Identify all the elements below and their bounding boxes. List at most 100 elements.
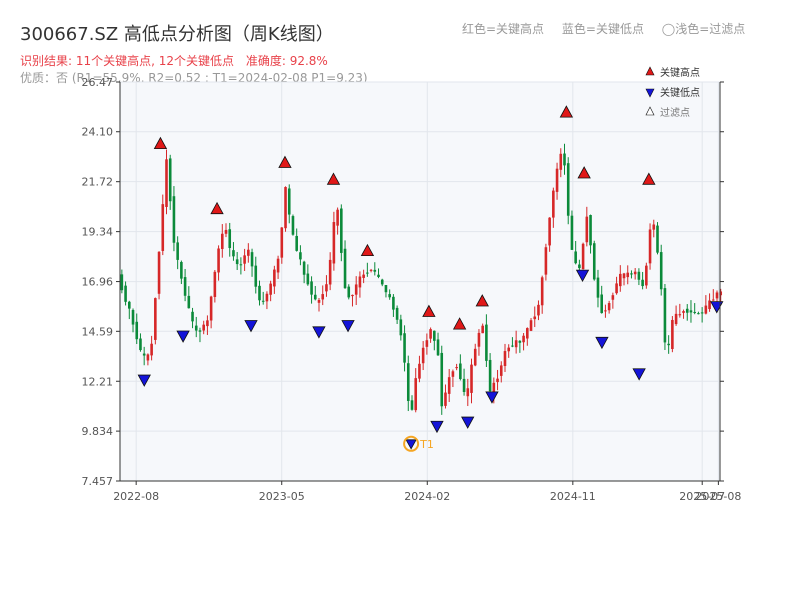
x-tick-label: 2022-08 <box>113 490 159 503</box>
candle-body <box>399 319 403 336</box>
x-tick-label: 2023-05 <box>259 490 305 503</box>
candle-body <box>604 310 607 312</box>
key-high-marker <box>559 105 574 118</box>
candle-body <box>503 351 507 367</box>
candle-body <box>347 286 351 298</box>
candle-body <box>295 235 298 251</box>
candle-body <box>470 364 473 393</box>
candle-body <box>663 288 667 343</box>
key-high-marker <box>577 166 591 179</box>
candle-body <box>362 274 365 278</box>
candle-body <box>548 217 551 246</box>
y-tick-label: 19.34 <box>82 226 114 239</box>
candle-body <box>421 347 425 364</box>
candle-body <box>529 320 533 331</box>
candle-body <box>581 243 585 270</box>
key-high-marker <box>326 172 341 185</box>
candle-body <box>656 225 659 253</box>
candle-body <box>206 320 209 327</box>
candle-body <box>600 294 603 314</box>
candle-body <box>258 285 261 301</box>
candle-body <box>265 293 269 302</box>
candle-body <box>157 251 161 294</box>
legend-filtered-label: 过滤点 <box>660 106 690 119</box>
x-tick-label: 2025-08 <box>695 490 741 503</box>
candle-body <box>269 283 272 295</box>
candle-body <box>280 227 284 258</box>
summary-line: 识别结果: 11个关键高点, 12个关键低点 准确度: 92.8% <box>20 52 336 69</box>
candle-body <box>511 345 514 347</box>
key-low-marker <box>485 391 499 404</box>
candle-body <box>433 330 436 341</box>
candle-body <box>429 329 432 339</box>
candle-body <box>611 295 615 300</box>
t1-ring <box>403 435 420 452</box>
candle-body <box>302 261 306 275</box>
candle-body <box>191 311 194 322</box>
candle-body <box>488 359 492 392</box>
candle-body <box>596 277 600 298</box>
t1-low-marker <box>405 439 417 450</box>
x-tick-label: 2024-11 <box>550 490 596 503</box>
candle-body <box>146 354 150 361</box>
x-tick-label: 2025-07 <box>679 490 725 503</box>
y-tick-label: 21.72 <box>82 176 114 189</box>
candle-body <box>592 243 596 280</box>
candle-body <box>425 340 429 347</box>
candle-body <box>172 196 176 243</box>
candle-body <box>455 367 458 369</box>
candle-body <box>615 283 618 294</box>
candle-body <box>414 378 418 411</box>
candle-body <box>254 265 258 287</box>
candle-body <box>343 248 347 289</box>
candle-body <box>142 353 146 356</box>
candle-body <box>250 252 254 267</box>
candle-body <box>652 224 656 230</box>
legend-high-label: 关键高点 <box>660 66 700 79</box>
header-legend-red: 红色=关键高点 <box>462 22 545 36</box>
markers: T1 <box>137 105 724 452</box>
candle-body <box>626 272 630 278</box>
candle-body <box>180 261 183 279</box>
summary-result: 识别结果: 11个关键高点, 12个关键低点 <box>20 54 235 68</box>
candle-body <box>317 300 321 303</box>
summary-accuracy: 准确度: 92.8% <box>245 54 328 68</box>
candle-body <box>220 233 224 250</box>
candle-body <box>440 352 444 407</box>
candle-body <box>607 303 611 311</box>
candle-body <box>332 222 336 264</box>
candle-body <box>522 335 525 343</box>
candle-body <box>328 259 332 285</box>
candle-body <box>340 208 343 253</box>
candle-body <box>321 294 325 300</box>
candle-body <box>183 277 187 296</box>
candle-body <box>451 371 455 377</box>
candle-body <box>418 363 421 379</box>
legend-low-label: 关键低点 <box>660 86 700 99</box>
y-tick-label: 26.47 <box>82 76 114 89</box>
y-tick-label: 12.21 <box>82 375 114 388</box>
candle-body <box>578 264 581 269</box>
candle-body <box>202 324 205 331</box>
y-tick-label: 14.59 <box>82 325 114 338</box>
candle-body <box>514 340 518 348</box>
candle-body <box>384 284 388 293</box>
candle-body <box>310 281 313 295</box>
candle-body <box>336 209 339 226</box>
candle-body <box>168 158 172 202</box>
candle-body <box>570 215 574 250</box>
candle-body <box>518 340 522 343</box>
candle-body <box>243 255 246 264</box>
candle-body <box>299 252 302 260</box>
axes: 26.47 24.10 21.72 19.34 16.96 14.59 12.21 9.834… <box>82 76 742 503</box>
y-tick-label: 16.96 <box>82 276 114 289</box>
candle-body <box>380 279 384 285</box>
candle-body <box>552 190 555 218</box>
candle-body <box>287 188 291 215</box>
candle-body <box>559 153 563 170</box>
candle-body <box>373 269 377 272</box>
candle-body <box>537 304 540 316</box>
key-low-marker <box>632 368 646 381</box>
candle-body <box>284 187 287 229</box>
